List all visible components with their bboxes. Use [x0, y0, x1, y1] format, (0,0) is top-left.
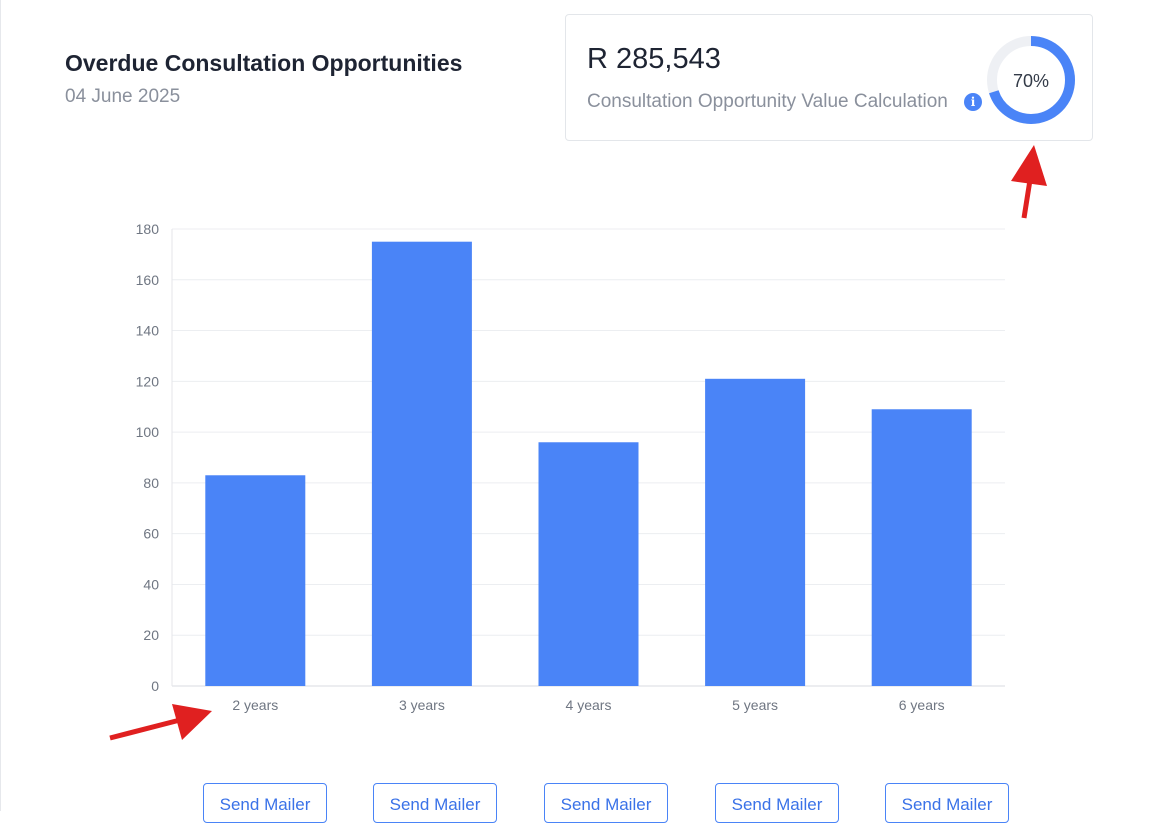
y-tick-label: 0 [151, 678, 159, 694]
send-mailer-button[interactable]: Send Mailer [544, 783, 668, 823]
send-mailer-button[interactable]: Send Mailer [373, 783, 497, 823]
y-tick-label: 140 [136, 323, 160, 339]
opportunity-value-card: R 285,543 Consultation Opportunity Value… [565, 14, 1093, 141]
y-tick-label: 180 [136, 221, 160, 237]
send-mailer-button[interactable]: Send Mailer [885, 783, 1009, 823]
page-title: Overdue Consultation Opportunities [65, 50, 463, 76]
y-tick-label: 120 [136, 373, 160, 389]
progress-donut [987, 36, 1075, 124]
x-tick-label: 6 years [899, 697, 945, 713]
x-tick-label: 3 years [399, 697, 445, 713]
overdue-bar-chart: 0 20 40 60 80 100 120 140 160 180 2 years 3 years 4 … [136, 221, 1005, 713]
bar-3-years[interactable] [371, 241, 472, 686]
send-mailer-button[interactable]: Send Mailer [715, 783, 839, 823]
x-tick-label: 5 years [732, 697, 778, 713]
opportunity-value-amount: R 285,543 [587, 43, 721, 75]
y-tick-label: 60 [143, 526, 159, 542]
y-tick-label: 80 [143, 475, 159, 491]
report-date: 04 June 2025 [65, 86, 181, 107]
y-tick-label: 160 [136, 272, 160, 288]
y-tick-label: 100 [136, 424, 160, 440]
bar-5-years[interactable] [705, 378, 806, 686]
x-tick-label: 4 years [566, 697, 612, 713]
opportunity-value-caption: Consultation Opportunity Value Calculati… [587, 91, 948, 112]
donut-progress-arc [987, 36, 1075, 124]
x-tick-label: 2 years [232, 697, 278, 713]
bar-4-years[interactable] [538, 442, 639, 686]
bar-6-years[interactable] [871, 409, 972, 686]
info-icon[interactable]: i [964, 93, 982, 111]
send-mailer-button[interactable]: Send Mailer [203, 783, 327, 823]
panel-border [0, 0, 1, 811]
bar-2-years[interactable] [205, 475, 306, 686]
progress-percent-label: 70% [1012, 71, 1050, 91]
y-tick-label: 20 [143, 627, 159, 643]
y-tick-label: 40 [143, 576, 159, 592]
